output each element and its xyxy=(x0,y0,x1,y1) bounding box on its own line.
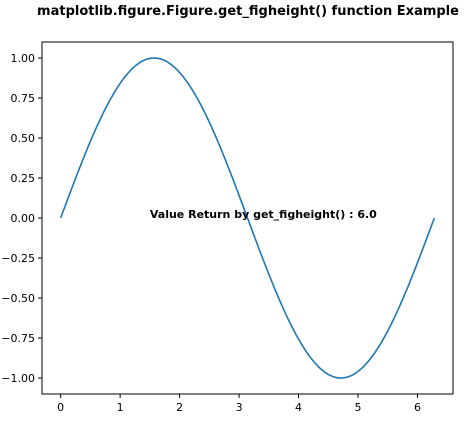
x-tick-label: 2 xyxy=(176,401,183,414)
chart-title: matplotlib.figure.Figure.get_figheight()… xyxy=(37,4,459,19)
y-tick-label: 0.00 xyxy=(11,212,36,225)
x-axis: 0 1 2 3 4 5 6 xyxy=(57,394,421,414)
annotation-text: Value Return by get_figheight() : 6.0 xyxy=(150,208,377,221)
y-axis: −1.00 −0.75 −0.50 −0.25 0.00 0.25 0.50 0.75 1.00 xyxy=(1,52,42,385)
y-tick-label: 0.50 xyxy=(11,132,36,145)
x-tick-label: 0 xyxy=(57,401,64,414)
y-tick-label: −0.25 xyxy=(1,252,35,265)
y-tick-label: 0.75 xyxy=(11,92,36,105)
plot-area: Value Return by get_figheight() : 6.0 xyxy=(59,57,436,379)
x-tick-label: 5 xyxy=(355,401,362,414)
x-tick-label: 3 xyxy=(236,401,243,414)
y-tick-label: −0.75 xyxy=(1,332,35,345)
y-tick-label: −0.50 xyxy=(1,292,35,305)
x-tick-label: 1 xyxy=(117,401,124,414)
axes-frame xyxy=(41,41,454,395)
x-tick-label: 4 xyxy=(295,401,302,414)
x-tick-label: 6 xyxy=(414,401,421,414)
series-line xyxy=(59,57,436,379)
y-tick-label: 1.00 xyxy=(11,52,36,65)
y-tick-label: 0.25 xyxy=(11,172,36,185)
y-tick-label: −1.00 xyxy=(1,372,35,385)
